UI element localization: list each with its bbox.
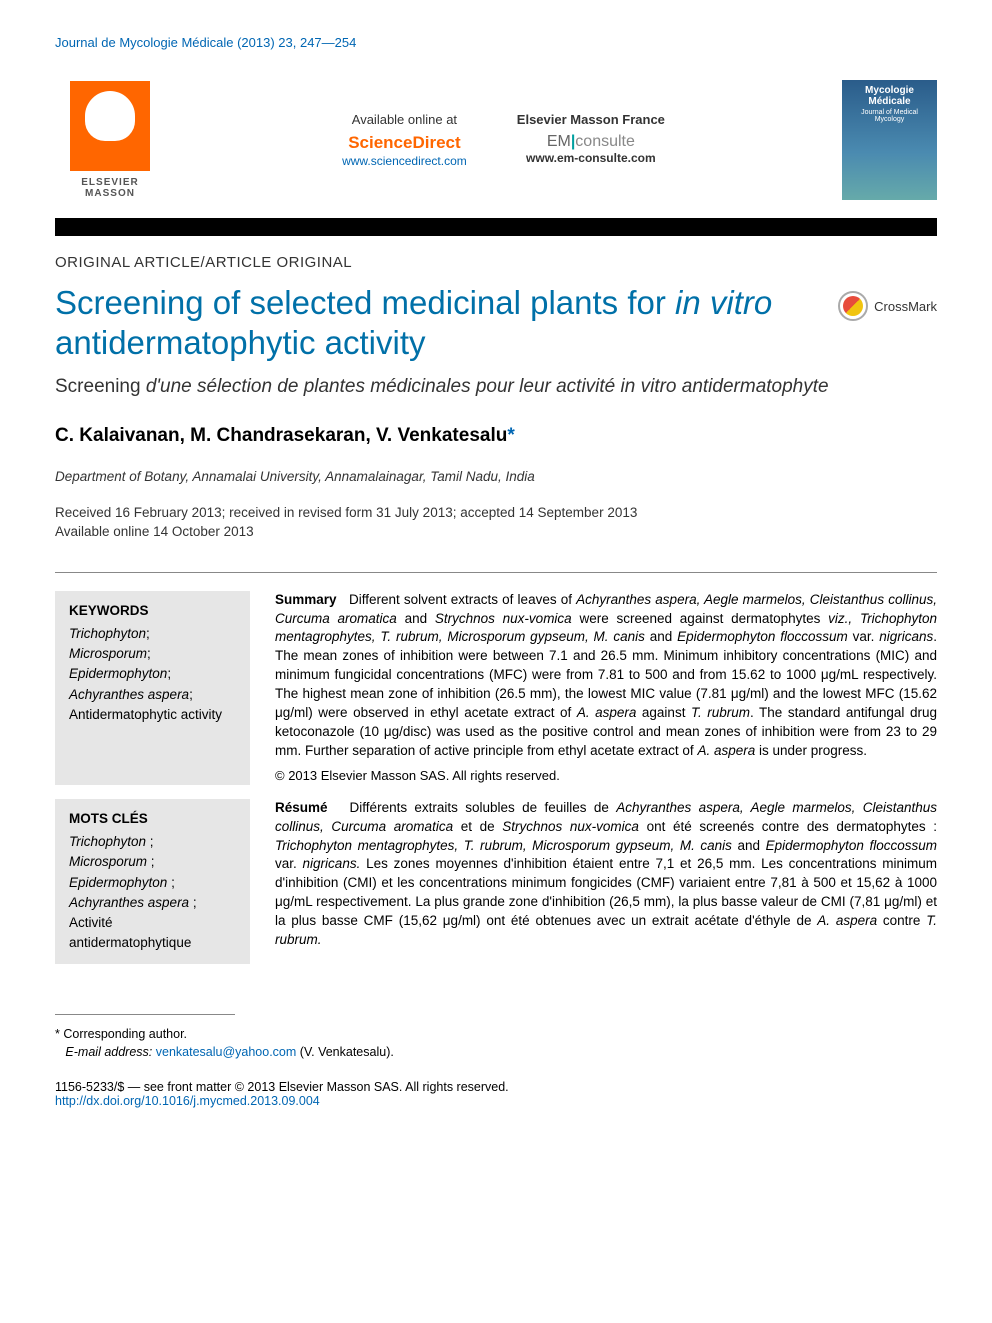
keywords-list: Trichophyton;Microsporum;Epidermophyton;… [69,624,236,725]
keywords-summary-row: KEYWORDS Trichophyton;Microsporum;Epider… [55,591,937,785]
doi-link[interactable]: http://dx.doi.org/10.1016/j.mycmed.2013.… [55,1094,320,1108]
available-online-label: Available online at [342,112,467,127]
divider-bar [55,218,937,236]
keywords-box: KEYWORDS Trichophyton;Microsporum;Epider… [55,591,250,785]
summary-copyright: © 2013 Elsevier Masson SAS. All rights r… [275,767,937,785]
emconsulte-block: Elsevier Masson France EM|consulte www.e… [517,112,665,168]
resume-text: Résumé Différents extraits solubles de f… [275,799,937,964]
elsevier-label: ELSEVIER MASSON [81,177,138,199]
elsevier-masson-france-label: Elsevier Masson France [517,112,665,127]
article-dates: Received 16 February 2013; received in r… [55,504,937,542]
motscles-box: MOTS CLÉS Trichophyton ;Microsporum ;Epi… [55,799,250,964]
elsevier-masson-logo: ELSEVIER MASSON [55,70,165,210]
crossmark-label: CrossMark [874,299,937,314]
article-title: Screening of selected medicinal plants f… [55,283,818,362]
emconsulte-logo: EM|consulte [517,133,665,151]
top-banner: ELSEVIER MASSON Available online at Scie… [55,70,937,210]
article-type-label: ORIGINAL ARTICLE/ARTICLE ORIGINAL [55,254,937,271]
keywords-heading: KEYWORDS [69,601,236,621]
motscles-list: Trichophyton ;Microsporum ;Epidermophyto… [69,832,236,954]
elsevier-tree-icon [70,81,150,171]
corresponding-author-footnote: * Corresponding author. E-mail address: … [55,1025,937,1063]
article-subtitle-french: Screening d'une sélection de plantes méd… [55,374,937,400]
journal-reference: Journal de Mycologie Médicale (2013) 23,… [55,35,937,50]
crossmark-icon [838,291,868,321]
motscles-resume-row: MOTS CLÉS Trichophyton ;Microsporum ;Epi… [55,799,937,964]
divider-line [55,572,937,573]
footnote-divider [55,1014,235,1015]
publisher-links: Available online at ScienceDirect www.sc… [195,112,812,168]
sciencedirect-block: Available online at ScienceDirect www.sc… [342,112,467,168]
sciencedirect-logo: ScienceDirect [342,133,467,153]
summary-text: Summary Different solvent extracts of le… [275,591,937,785]
author-list: C. Kalaivanan, M. Chandrasekaran, V. Ven… [55,425,937,447]
sciencedirect-link[interactable]: www.sciencedirect.com [342,154,467,168]
motscles-heading: MOTS CLÉS [69,809,236,829]
author-email-link[interactable]: venkatesalu@yahoo.com [156,1045,297,1059]
journal-cover-thumbnail: Mycologie Médicale Journal of Medical My… [842,80,937,200]
author-affiliation: Department of Botany, Annamalai Universi… [55,469,937,484]
issn-copyright: 1156-5233/$ — see front matter © 2013 El… [55,1080,937,1094]
doi-block: 1156-5233/$ — see front matter © 2013 El… [55,1080,937,1108]
corresponding-author-star: * [507,425,514,446]
crossmark-badge[interactable]: CrossMark [838,291,937,321]
emconsulte-link[interactable]: www.em-consulte.com [517,151,665,165]
